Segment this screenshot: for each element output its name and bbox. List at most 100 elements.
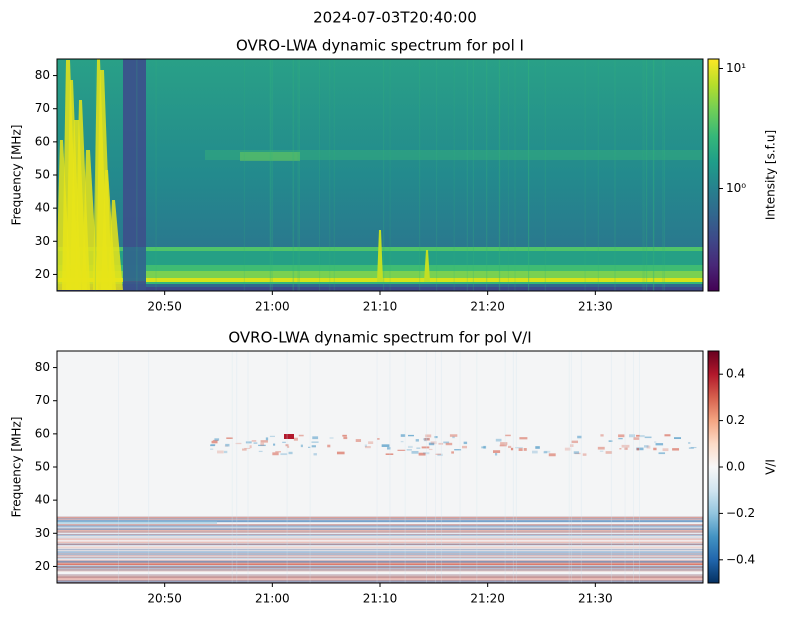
spectrum-texture (57, 576, 703, 578)
spectrum-texture (272, 452, 279, 456)
spectrum-texture (242, 448, 247, 451)
spectrum-texture (57, 543, 703, 545)
spectrum-texture (449, 434, 458, 437)
colorbar (707, 58, 720, 292)
spectrum-texture (57, 517, 703, 519)
spectrum-texture (205, 150, 703, 160)
spectrum-texture (136, 59, 138, 291)
spectrum-texture (486, 59, 488, 291)
spectrum-texture (57, 520, 703, 522)
spectrum-texture (355, 439, 362, 442)
spectrum-texture (57, 549, 703, 551)
spectrum-texture (528, 59, 530, 291)
spectrum-texture (57, 575, 703, 577)
spectrum-texture (243, 59, 245, 291)
spectrum-texture (57, 518, 703, 520)
spectrum-texture (57, 547, 703, 549)
spectrum-texture (688, 442, 691, 444)
spectrum-texture (57, 519, 703, 521)
spectrum-texture (235, 442, 242, 445)
spectrum-texture (57, 535, 703, 537)
spectrum-texture (430, 441, 437, 445)
spectrum-texture (57, 524, 703, 526)
spectrum-texture (57, 564, 703, 566)
spectrum-texture (57, 284, 703, 287)
spectrum-texture (499, 444, 507, 447)
spectrum-texture (597, 446, 605, 450)
spectrum-texture (298, 434, 304, 437)
spectrum-texture (313, 453, 317, 456)
spectrum-texture (57, 561, 703, 563)
x-tick-label: 21:30 (578, 592, 613, 606)
spectrum-texture (57, 579, 703, 581)
spectrum-texture (309, 351, 311, 583)
spectrum-texture (269, 435, 275, 438)
spectrum-texture (293, 437, 298, 441)
spectrum-texture (225, 443, 230, 447)
spectrum-texture (57, 287, 703, 291)
spectrum-texture (285, 444, 289, 447)
spectrum-texture (483, 445, 487, 449)
colorbar-label: Intensity [s.f.u] (764, 130, 778, 220)
spectrum-texture (381, 444, 390, 447)
spectrum-texture (329, 59, 331, 291)
spectrum-texture (94, 59, 96, 291)
colorbar (707, 350, 720, 584)
spectrum-texture (422, 438, 429, 441)
y-axis-label: Frequency [MHz] (10, 125, 24, 226)
spectrum-texture (336, 451, 345, 455)
spectrum-texture (636, 434, 640, 437)
spectrum-texture (57, 549, 703, 551)
spectrum-texture (57, 560, 703, 562)
x-tick-label: 20:50 (147, 592, 182, 606)
spectrum-texture (57, 533, 703, 535)
spectrum-texture (406, 449, 412, 451)
spectrum-texture (312, 436, 319, 440)
spectrum-texture (498, 59, 500, 291)
spectrum-texture (57, 534, 703, 536)
spectrum-texture (286, 351, 288, 583)
y-tick-label: 80 (35, 68, 50, 82)
spectrum-texture (249, 445, 252, 449)
spectrum-texture (424, 250, 430, 282)
spectrum-texture (57, 59, 59, 291)
spectrum-texture (57, 579, 703, 581)
spectrum-texture (57, 574, 703, 576)
spectrum-texture (610, 351, 612, 583)
spectrum-texture (260, 440, 268, 443)
spectrum-texture (247, 351, 249, 583)
spectrum-texture (642, 59, 644, 291)
spectrum-texture (214, 438, 220, 441)
spectrum-texture (298, 59, 300, 291)
spectrum-texture (57, 568, 703, 570)
spectrum-texture (57, 516, 703, 518)
spectrum-texture (397, 449, 406, 451)
spectrum-texture (619, 448, 622, 450)
colorbar-tick-label: −0.2 (726, 506, 755, 520)
spectrum-texture (148, 351, 150, 583)
spectrum-texture (57, 529, 703, 531)
spectrum-texture (690, 446, 697, 449)
spectrum-texture (57, 524, 703, 526)
spectrum-texture (463, 441, 468, 445)
spectrum-texture (438, 442, 444, 445)
spectrum-texture (57, 523, 703, 525)
spectrum-texture (236, 351, 238, 583)
spectrum-texture (654, 441, 657, 443)
spectrum-texture (282, 441, 286, 444)
spectrum-texture (454, 449, 462, 451)
spectrum-texture (240, 152, 300, 161)
spectrum-texture (258, 444, 266, 447)
spectrum-texture (211, 440, 218, 444)
spectrum-texture (251, 440, 257, 442)
spectrum-texture (231, 351, 233, 583)
spectrum-texture (421, 446, 430, 449)
spectrum-texture (633, 351, 635, 583)
spectrum-texture (672, 448, 680, 451)
spectrum-texture (385, 453, 394, 455)
spectrum-texture (342, 434, 347, 437)
spectrum-texture (57, 544, 703, 546)
spectrum-texture (644, 445, 649, 448)
spectrum-texture (519, 437, 528, 440)
